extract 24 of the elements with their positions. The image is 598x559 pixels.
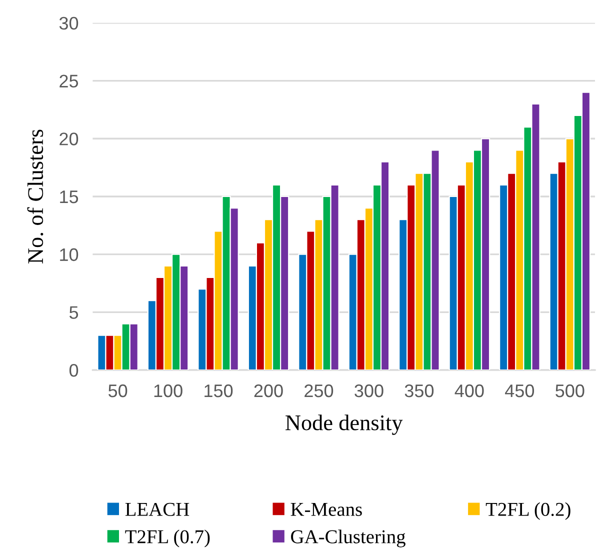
- y-tick-label: 25: [60, 74, 78, 88]
- legend-label: T2FL (0.2): [486, 502, 570, 520]
- y-tick-label: 10: [60, 248, 78, 262]
- y-tick-label: 15: [60, 190, 78, 204]
- legend-label: T2FL (0.7): [125, 530, 210, 548]
- x-tick-label: 500: [556, 384, 584, 398]
- y-tick-label: 30: [59, 16, 78, 30]
- x-axis-title: Node density: [286, 414, 403, 435]
- x-tick-label: 250: [304, 384, 334, 398]
- y-tick-label: 20: [60, 132, 78, 146]
- x-tick-label: 300: [354, 384, 384, 398]
- x-tick-label: 350: [404, 384, 434, 398]
- y-axis-title: No. of Clusters: [27, 130, 44, 264]
- x-tick-label: 100: [154, 384, 182, 398]
- legend-label: GA-Clustering: [291, 530, 406, 548]
- x-tick-label: 150: [204, 384, 233, 398]
- y-tick-label: 5: [69, 306, 78, 319]
- y-tick-label: 0: [69, 364, 78, 377]
- legend-label: LEACH: [125, 502, 190, 516]
- legend-label: K-Means: [290, 503, 362, 516]
- x-tick-label: 400: [454, 384, 484, 398]
- x-tick-label: 200: [254, 384, 283, 398]
- x-tick-label: 450: [505, 384, 534, 398]
- x-tick-label: 50: [108, 384, 128, 398]
